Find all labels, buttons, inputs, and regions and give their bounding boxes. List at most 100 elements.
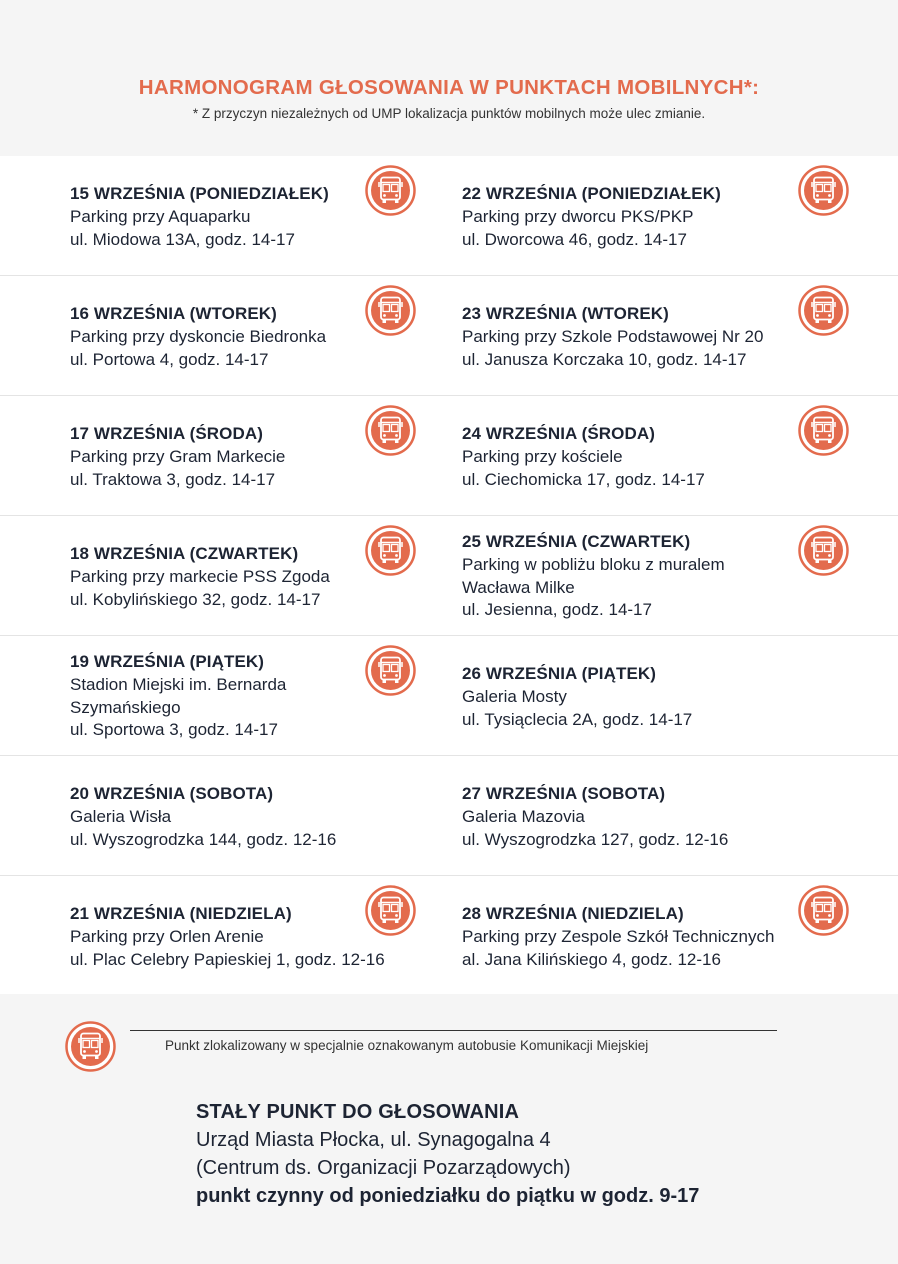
schedule-entry-left: 19 WRZEŚNIA (PIĄTEK) Stadion Miejski im. … <box>0 636 416 755</box>
bus-icon <box>365 525 416 576</box>
permanent-point-title: STAŁY PUNKT DO GŁOSOWANIA <box>196 1101 520 1123</box>
schedule-entry-left: 15 WRZEŚNIA (PONIEDZIAŁEK) Parking przy A… <box>0 156 416 275</box>
schedule-entry-right: 26 WRZEŚNIA (PIĄTEK) Galeria Mosty ul. Tys… <box>392 636 772 755</box>
entry-date: 22 WRZEŚNIA (PONIEDZIAŁEK) <box>462 184 721 203</box>
entry-location: Parking przy Gram Markecie <box>70 446 286 466</box>
entry-text: 25 WRZEŚNIA (CZWARTEK) Parking w pobliżu … <box>462 531 822 622</box>
entry-address: ul. Traktowa 3, godz. 14-17 <box>70 469 276 489</box>
entry-address: ul. Jesienna, godz. 14-17 <box>462 600 652 620</box>
entry-location: Parking przy dworcu PKS/PKP <box>462 206 694 226</box>
entry-address: ul. Plac Celebry Papieskiej 1, godz. 12-… <box>70 949 385 969</box>
schedule-entry-right: 28 WRZEŚNIA (NIEDZIELA) Parking przy Zesp… <box>392 876 849 995</box>
schedule-entry-right: 24 WRZEŚNIA (ŚRODA) Parking przy kościele… <box>392 396 849 515</box>
page-title: HARMONOGRAM GŁOSOWANIA W PUNKTACH MOBILN… <box>138 76 760 99</box>
entry-location: Parking przy Zespole Szkół Technicznych <box>462 926 775 946</box>
schedule-entry-left: 16 WRZEŚNIA (WTOREK) Parking przy dyskonc… <box>0 276 416 395</box>
table-row: 17 WRZEŚNIA (ŚRODA) Parking przy Gram Mar… <box>0 396 898 516</box>
entry-text: 15 WRZEŚNIA (PONIEDZIAŁEK) Parking przy A… <box>70 183 430 251</box>
permanent-point: STAŁY PUNKT DO GŁOSOWANIA Urząd Miasta P… <box>196 1098 699 1210</box>
permanent-point-detail: (Centrum ds. Organizacji Pozarządowych) <box>196 1157 571 1179</box>
entry-text: 21 WRZEŚNIA (NIEDZIELA) Parking przy Orle… <box>70 903 430 971</box>
entry-date: 27 WRZEŚNIA (SOBOTA) <box>462 784 666 803</box>
entry-text: 24 WRZEŚNIA (ŚRODA) Parking przy kościele… <box>462 423 822 491</box>
permanent-point-hours: punkt czynny od poniedziałku do piątku w… <box>196 1185 700 1207</box>
schedule-entry-right: 23 WRZEŚNIA (WTOREK) Parking przy Szkole … <box>392 276 849 395</box>
entry-location: Parking przy dyskoncie Biedronka <box>70 326 327 346</box>
entry-date: 26 WRZEŚNIA (PIĄTEK) <box>462 664 657 683</box>
bus-icon <box>798 285 849 336</box>
entry-text: 17 WRZEŚNIA (ŚRODA) Parking przy Gram Mar… <box>70 423 430 491</box>
entry-text: 18 WRZEŚNIA (CZWARTEK) Parking przy marke… <box>70 543 430 611</box>
bus-icon <box>365 645 416 696</box>
bus-icon <box>65 1021 116 1072</box>
table-row: 16 WRZEŚNIA (WTOREK) Parking przy dyskonc… <box>0 276 898 396</box>
table-row: 20 WRZEŚNIA (SOBOTA) Galeria Wisła ul. Wys… <box>0 756 898 876</box>
bus-icon <box>798 405 849 456</box>
legend-divider <box>130 1030 777 1031</box>
table-row: 19 WRZEŚNIA (PIĄTEK) Stadion Miejski im. … <box>0 636 898 756</box>
bus-icon <box>798 885 849 936</box>
table-row: 21 WRZEŚNIA (NIEDZIELA) Parking przy Orle… <box>0 876 898 996</box>
schedule-entry-right: 27 WRZEŚNIA (SOBOTA) Galeria Mazovia ul. W… <box>392 756 772 875</box>
entry-location: Parking przy Orlen Arenie <box>70 926 264 946</box>
entry-date: 20 WRZEŚNIA (SOBOTA) <box>70 784 274 803</box>
bus-icon <box>798 165 849 216</box>
bus-icon <box>365 285 416 336</box>
entry-text: 16 WRZEŚNIA (WTOREK) Parking przy dyskonc… <box>70 303 430 371</box>
entry-date: 19 WRZEŚNIA (PIĄTEK) <box>70 652 265 671</box>
entry-text: 27 WRZEŚNIA (SOBOTA) Galeria Mazovia ul. W… <box>462 783 822 851</box>
entry-text: 28 WRZEŚNIA (NIEDZIELA) Parking przy Zesp… <box>462 903 822 971</box>
entry-address: ul. Miodowa 13A, godz. 14-17 <box>70 229 295 249</box>
permanent-point-address: Urząd Miasta Płocka, ul. Synagogalna 4 <box>196 1129 551 1151</box>
entry-text: 20 WRZEŚNIA (SOBOTA) Galeria Wisła ul. Wys… <box>70 783 430 851</box>
entry-location: Parking przy Szkole Podstawowej Nr 20 <box>462 326 764 346</box>
entry-location: Parking w pobliżu bloku z muralem <box>462 554 725 574</box>
entry-location: Galeria Wisła <box>70 806 172 826</box>
entry-text: 23 WRZEŚNIA (WTOREK) Parking przy Szkole … <box>462 303 822 371</box>
entry-date: 24 WRZEŚNIA (ŚRODA) <box>462 424 656 443</box>
entry-date: 28 WRZEŚNIA (NIEDZIELA) <box>462 904 684 923</box>
disclaimer-note: * Z przyczyn niezależnych od UMP lokaliz… <box>192 106 706 121</box>
entry-location: Parking przy Aquaparku <box>70 206 251 226</box>
entry-date: 25 WRZEŚNIA (CZWARTEK) <box>462 532 691 551</box>
table-row: 18 WRZEŚNIA (CZWARTEK) Parking przy marke… <box>0 516 898 636</box>
entry-location: Wacława Milke <box>462 577 575 597</box>
entry-text: 19 WRZEŚNIA (PIĄTEK) Stadion Miejski im. … <box>70 651 430 742</box>
entry-address: ul. Janusza Korczaka 10, godz. 14-17 <box>462 349 747 369</box>
entry-location: Galeria Mazovia <box>462 806 585 826</box>
entry-text: 26 WRZEŚNIA (PIĄTEK) Galeria Mosty ul. Tys… <box>462 663 822 731</box>
schedule-entry-left: 18 WRZEŚNIA (CZWARTEK) Parking przy marke… <box>0 516 416 635</box>
schedule-entry-right: 22 WRZEŚNIA (PONIEDZIAŁEK) Parking przy d… <box>392 156 849 275</box>
bus-icon <box>365 405 416 456</box>
entry-location: Parking przy kościele <box>462 446 623 466</box>
entry-address: ul. Portowa 4, godz. 14-17 <box>70 349 269 369</box>
schedule-entry-left: 21 WRZEŚNIA (NIEDZIELA) Parking przy Orle… <box>0 876 416 995</box>
schedule-entry-right: 25 WRZEŚNIA (CZWARTEK) Parking w pobliżu … <box>392 516 849 635</box>
schedule-table: 15 WRZEŚNIA (PONIEDZIAŁEK) Parking przy A… <box>0 156 898 994</box>
bus-icon <box>798 525 849 576</box>
table-row: 15 WRZEŚNIA (PONIEDZIAŁEK) Parking przy A… <box>0 156 898 276</box>
entry-location: Parking przy markecie PSS Zgoda <box>70 566 330 586</box>
schedule-entry-left: 20 WRZEŚNIA (SOBOTA) Galeria Wisła ul. Wys… <box>0 756 380 875</box>
entry-text: 22 WRZEŚNIA (PONIEDZIAŁEK) Parking przy d… <box>462 183 822 251</box>
entry-date: 18 WRZEŚNIA (CZWARTEK) <box>70 544 299 563</box>
entry-date: 21 WRZEŚNIA (NIEDZIELA) <box>70 904 292 923</box>
entry-location: Szymańskiego <box>70 697 181 717</box>
entry-address: ul. Wyszogrodzka 144, godz. 12-16 <box>70 829 337 849</box>
header: HARMONOGRAM GŁOSOWANIA W PUNKTACH MOBILN… <box>0 76 898 121</box>
bus-icon <box>365 885 416 936</box>
schedule-entry-left: 17 WRZEŚNIA (ŚRODA) Parking przy Gram Mar… <box>0 396 416 515</box>
entry-address: ul. Sportowa 3, godz. 14-17 <box>70 720 278 740</box>
entry-date: 17 WRZEŚNIA (ŚRODA) <box>70 424 264 443</box>
entry-date: 16 WRZEŚNIA (WTOREK) <box>70 304 277 323</box>
entry-address: ul. Kobylińskiego 32, godz. 14-17 <box>70 589 321 609</box>
entry-address: al. Jana Kilińskiego 4, godz. 12-16 <box>462 949 721 969</box>
entry-address: ul. Dworcowa 46, godz. 14-17 <box>462 229 687 249</box>
entry-address: ul. Tysiąclecia 2A, godz. 14-17 <box>462 709 693 729</box>
entry-location: Galeria Mosty <box>462 686 567 706</box>
entry-address: ul. Ciechomicka 17, godz. 14-17 <box>462 469 705 489</box>
entry-address: ul. Wyszogrodzka 127, godz. 12-16 <box>462 829 729 849</box>
bus-icon <box>365 165 416 216</box>
entry-date: 23 WRZEŚNIA (WTOREK) <box>462 304 669 323</box>
legend-text: Punkt zlokalizowany w specjalnie oznakow… <box>165 1038 649 1053</box>
